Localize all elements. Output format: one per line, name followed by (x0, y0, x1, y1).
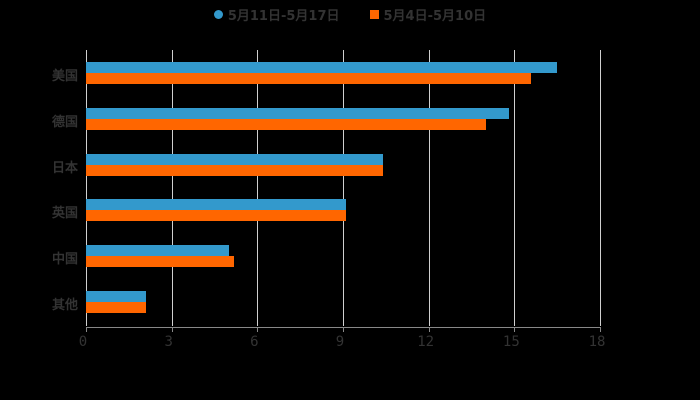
y-category-label: 美国 (51, 69, 78, 84)
x-tick (428, 327, 430, 332)
x-tick-label: 15 (502, 334, 520, 350)
x-tick-label: 9 (335, 334, 345, 350)
y-category-label: 其他 (51, 298, 78, 313)
gridline (86, 50, 87, 326)
x-tick-label: 18 (588, 334, 606, 350)
bar-may4-10[interactable] (86, 73, 532, 84)
bar-may11-17[interactable] (86, 153, 383, 165)
legend-label: 5月4日-5月10日 (383, 8, 487, 24)
gridline (428, 50, 430, 326)
bar-may4-10[interactable] (86, 302, 146, 313)
legend-circle-icon (213, 9, 223, 19)
x-tick-label: 3 (164, 334, 173, 350)
x-tick (171, 327, 173, 332)
y-category-label: 英国 (51, 206, 78, 222)
bar-may11-17[interactable] (86, 199, 346, 211)
y-category-label: 日本 (51, 160, 78, 176)
x-tick (600, 327, 601, 332)
bar-may11-17[interactable] (86, 245, 229, 257)
x-tick (514, 327, 516, 332)
bar-may11-17[interactable] (86, 62, 558, 73)
legend-item-series-2[interactable]: 5月4日-5月10日 (369, 5, 487, 24)
x-tick (257, 327, 259, 332)
legend-item-series-1[interactable]: 5月11日-5月17日 (213, 5, 340, 24)
x-tick (86, 327, 87, 332)
gridline (600, 50, 601, 326)
bar-may11-17[interactable] (86, 291, 146, 302)
x-tick-label: 6 (250, 334, 259, 350)
bar-may11-17[interactable] (86, 107, 509, 119)
legend-label: 5月11日-5月17日 (227, 8, 340, 24)
gridline (257, 50, 259, 326)
x-tick (343, 327, 344, 332)
bar-may4-10[interactable] (86, 210, 346, 222)
chart-legend: 5月11日-5月17日 5月4日-5月10日 (0, 4, 700, 24)
bar-may4-10[interactable] (86, 164, 383, 176)
plot-area (86, 50, 601, 326)
bar-may4-10[interactable] (86, 118, 486, 130)
legend-square-icon (369, 9, 379, 19)
y-category-label: 德国 (51, 114, 78, 130)
x-tick-label: 0 (78, 334, 88, 350)
bar-may4-10[interactable] (86, 256, 235, 268)
gridline (343, 50, 344, 326)
gridline (171, 50, 173, 326)
y-category-label: 中国 (51, 252, 78, 268)
gridline (514, 50, 516, 326)
x-tick-label: 12 (417, 334, 435, 350)
